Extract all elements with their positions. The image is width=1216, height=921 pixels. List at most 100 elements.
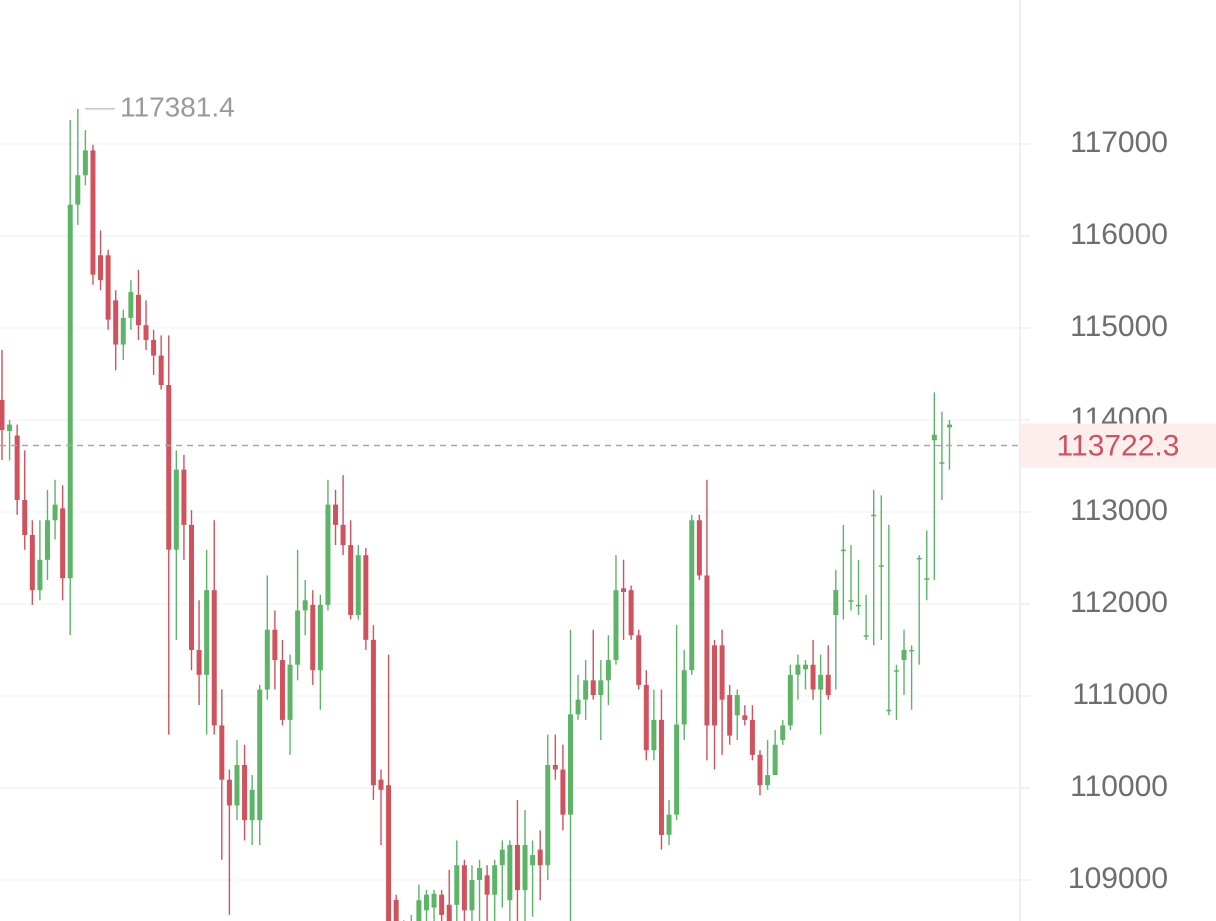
candle-body xyxy=(173,469,179,550)
y-tick-label: 112000 xyxy=(1070,586,1168,619)
candle-body xyxy=(477,868,483,880)
candle-body xyxy=(113,300,119,345)
candle-body xyxy=(257,689,263,821)
candle-body xyxy=(947,424,952,428)
candle-body xyxy=(909,649,915,652)
candle-body xyxy=(416,900,422,921)
candle-body xyxy=(143,325,149,340)
y-tick-label: 111000 xyxy=(1072,678,1168,711)
candle-body xyxy=(461,865,467,911)
candle-body xyxy=(386,785,392,921)
candle-body xyxy=(340,524,346,546)
candle-body xyxy=(856,604,862,607)
candle-body xyxy=(120,317,126,345)
candle-body xyxy=(636,635,642,685)
candle-body xyxy=(666,814,672,835)
candle-body xyxy=(530,855,536,866)
candle-body xyxy=(287,664,293,720)
candle-body xyxy=(499,849,505,866)
y-tick-label: 113000 xyxy=(1070,494,1168,527)
candle-body xyxy=(840,549,846,552)
candle-body xyxy=(249,789,255,821)
candle-body xyxy=(560,769,566,815)
candle-body xyxy=(7,424,13,432)
candle-body xyxy=(780,725,786,741)
candle-body xyxy=(0,400,5,431)
candle-body xyxy=(423,894,429,911)
candle-body xyxy=(181,469,187,525)
candle-body xyxy=(916,557,922,560)
candle-body xyxy=(204,590,210,675)
candle-body xyxy=(658,719,664,835)
y-tick-label: 115000 xyxy=(1070,310,1168,343)
candle-body xyxy=(848,600,854,602)
candle-body xyxy=(446,904,452,921)
candle-body xyxy=(568,714,573,815)
candle-body xyxy=(757,754,763,786)
candle-body xyxy=(393,899,399,921)
candle-body xyxy=(37,559,43,591)
candle-body xyxy=(75,175,81,205)
candle-body xyxy=(22,500,28,535)
candle-body xyxy=(302,600,308,611)
candle-body xyxy=(348,545,354,616)
candle-body xyxy=(44,520,50,560)
candle-body xyxy=(643,684,649,751)
candle-body xyxy=(166,385,172,550)
candle-body xyxy=(727,695,733,736)
candle-body xyxy=(613,590,619,661)
candle-body xyxy=(742,715,748,720)
candle-body xyxy=(469,879,475,911)
candle-body xyxy=(98,255,104,281)
candle-body xyxy=(264,629,270,690)
candle-body xyxy=(575,699,581,715)
candle-body xyxy=(189,524,194,650)
candle-body xyxy=(924,578,930,580)
candle-body xyxy=(681,670,687,725)
candle-body xyxy=(901,649,907,661)
candle-body xyxy=(295,610,301,665)
candle-body xyxy=(863,635,869,637)
candle-body xyxy=(226,779,232,806)
candle-body xyxy=(878,565,884,567)
candle-body xyxy=(82,150,88,176)
candle-body xyxy=(621,588,627,593)
candle-body xyxy=(537,849,543,866)
candle-body xyxy=(211,590,217,726)
candle-body xyxy=(765,775,771,786)
candle-body xyxy=(492,865,498,895)
candle-body xyxy=(795,664,801,675)
max-label: 117381.4 xyxy=(120,91,235,122)
candle-body xyxy=(90,150,96,275)
candle-body xyxy=(818,674,824,690)
candle-body xyxy=(605,660,611,681)
y-tick-label: 116000 xyxy=(1070,218,1168,251)
candle-body xyxy=(871,514,877,517)
candle-body xyxy=(219,725,225,780)
candle-body xyxy=(484,875,490,895)
candle-body xyxy=(522,845,528,891)
candle-body xyxy=(651,719,657,751)
candle-body xyxy=(810,664,816,690)
y-tick-label: 109000 xyxy=(1068,862,1168,895)
candle-body xyxy=(272,629,278,661)
candle-body xyxy=(310,604,316,671)
candle-body xyxy=(128,292,134,318)
candle-body xyxy=(431,893,437,908)
candle-body xyxy=(454,865,460,905)
candle-body xyxy=(787,674,793,726)
candle-body xyxy=(135,294,141,326)
grid: 1090001100001110001120001130001140001150… xyxy=(0,126,1168,895)
candle-body xyxy=(14,435,20,501)
candle-body xyxy=(704,575,710,726)
candle-body xyxy=(60,508,66,579)
candle-body xyxy=(689,520,695,671)
candle-body xyxy=(242,764,248,821)
candle-body xyxy=(158,355,164,386)
candle-body xyxy=(552,764,558,770)
candle-body xyxy=(802,664,808,670)
last-price-label: 113722.3 xyxy=(1057,429,1180,462)
candle-body xyxy=(52,504,58,521)
candle-body xyxy=(279,660,285,720)
